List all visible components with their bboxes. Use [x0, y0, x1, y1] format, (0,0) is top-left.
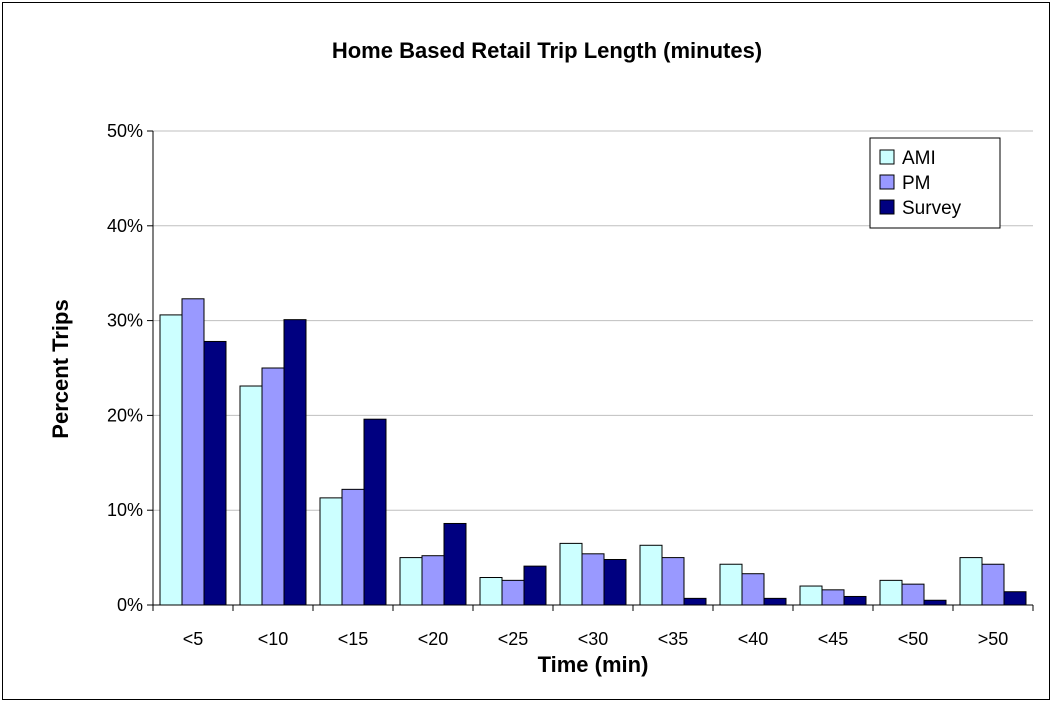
legend-label-ami: AMI	[902, 148, 936, 169]
bar-survey-1	[283, 319, 307, 606]
bar-ami-10	[959, 557, 983, 606]
bar-survey-6	[683, 597, 707, 606]
bar-ami-6	[639, 544, 663, 606]
bar-ami-4	[479, 577, 503, 606]
bar-ami-8	[799, 585, 823, 606]
y-tick-label: 20%	[107, 405, 143, 425]
x-tick-label: <15	[338, 629, 369, 649]
legend: AMI PM Survey	[869, 137, 1001, 229]
y-tick-label: 50%	[107, 121, 143, 141]
bar-ami-7	[719, 563, 743, 606]
legend-label-pm: PM	[902, 173, 931, 194]
x-tick-label: <45	[818, 629, 849, 649]
bar-survey-9	[923, 599, 947, 606]
x-tick-label: <40	[738, 629, 769, 649]
bars	[159, 298, 1027, 606]
x-tick-label: <35	[658, 629, 689, 649]
y-tick-label: 0%	[117, 595, 143, 615]
bar-ami-9	[879, 579, 903, 606]
bar-pm-0	[181, 298, 205, 606]
x-tick-label: <50	[898, 629, 929, 649]
y-axis-title: Percent Trips	[48, 299, 73, 438]
bar-pm-7	[741, 573, 765, 606]
y-tick-label: 40%	[107, 216, 143, 236]
x-tick-labels: <5 <10 <15 <20 <25 <30 <35 <40 <45 <50 >50	[183, 629, 1009, 649]
y-tick-labels: 0% 10% 20% 30% 40% 50%	[107, 121, 143, 615]
x-tick-label: >50	[978, 629, 1009, 649]
legend-label-survey: Survey	[902, 198, 962, 219]
bar-ami-5	[559, 542, 583, 606]
bar-ami-2	[319, 497, 343, 606]
bar-survey-2	[363, 418, 387, 606]
bar-ami-1	[239, 385, 263, 606]
bar-pm-10	[981, 563, 1005, 606]
bar-survey-0	[203, 340, 227, 606]
bar-pm-1	[261, 367, 285, 606]
y-tick-label: 10%	[107, 500, 143, 520]
x-tick-label: <5	[183, 629, 204, 649]
bar-pm-6	[661, 557, 685, 606]
bar-pm-9	[901, 583, 925, 606]
chart-title: Home Based Retail Trip Length (minutes)	[332, 38, 762, 63]
legend-swatch-ami	[879, 149, 895, 165]
bar-pm-3	[421, 555, 445, 606]
x-tick-label: <10	[258, 629, 289, 649]
axes	[147, 130, 1034, 611]
bar-survey-7	[763, 597, 787, 606]
bar-pm-2	[341, 488, 365, 606]
x-tick-label: <25	[498, 629, 529, 649]
y-tick-label: 30%	[107, 311, 143, 331]
bar-survey-10	[1003, 591, 1027, 606]
bar-survey-5	[603, 558, 627, 606]
bar-survey-3	[443, 522, 467, 606]
bar-survey-4	[523, 565, 547, 606]
bar-survey-8	[843, 595, 867, 606]
x-tick-label: <20	[418, 629, 449, 649]
bar-pm-5	[581, 553, 605, 606]
bar-pm-8	[821, 589, 845, 606]
legend-swatch-survey	[879, 199, 895, 215]
bar-ami-3	[399, 557, 423, 606]
legend-swatch-pm	[879, 174, 895, 190]
bar-pm-4	[501, 579, 525, 606]
bar-ami-0	[159, 314, 183, 606]
x-tick-label: <30	[578, 629, 609, 649]
x-axis-title: Time (min)	[538, 652, 649, 677]
